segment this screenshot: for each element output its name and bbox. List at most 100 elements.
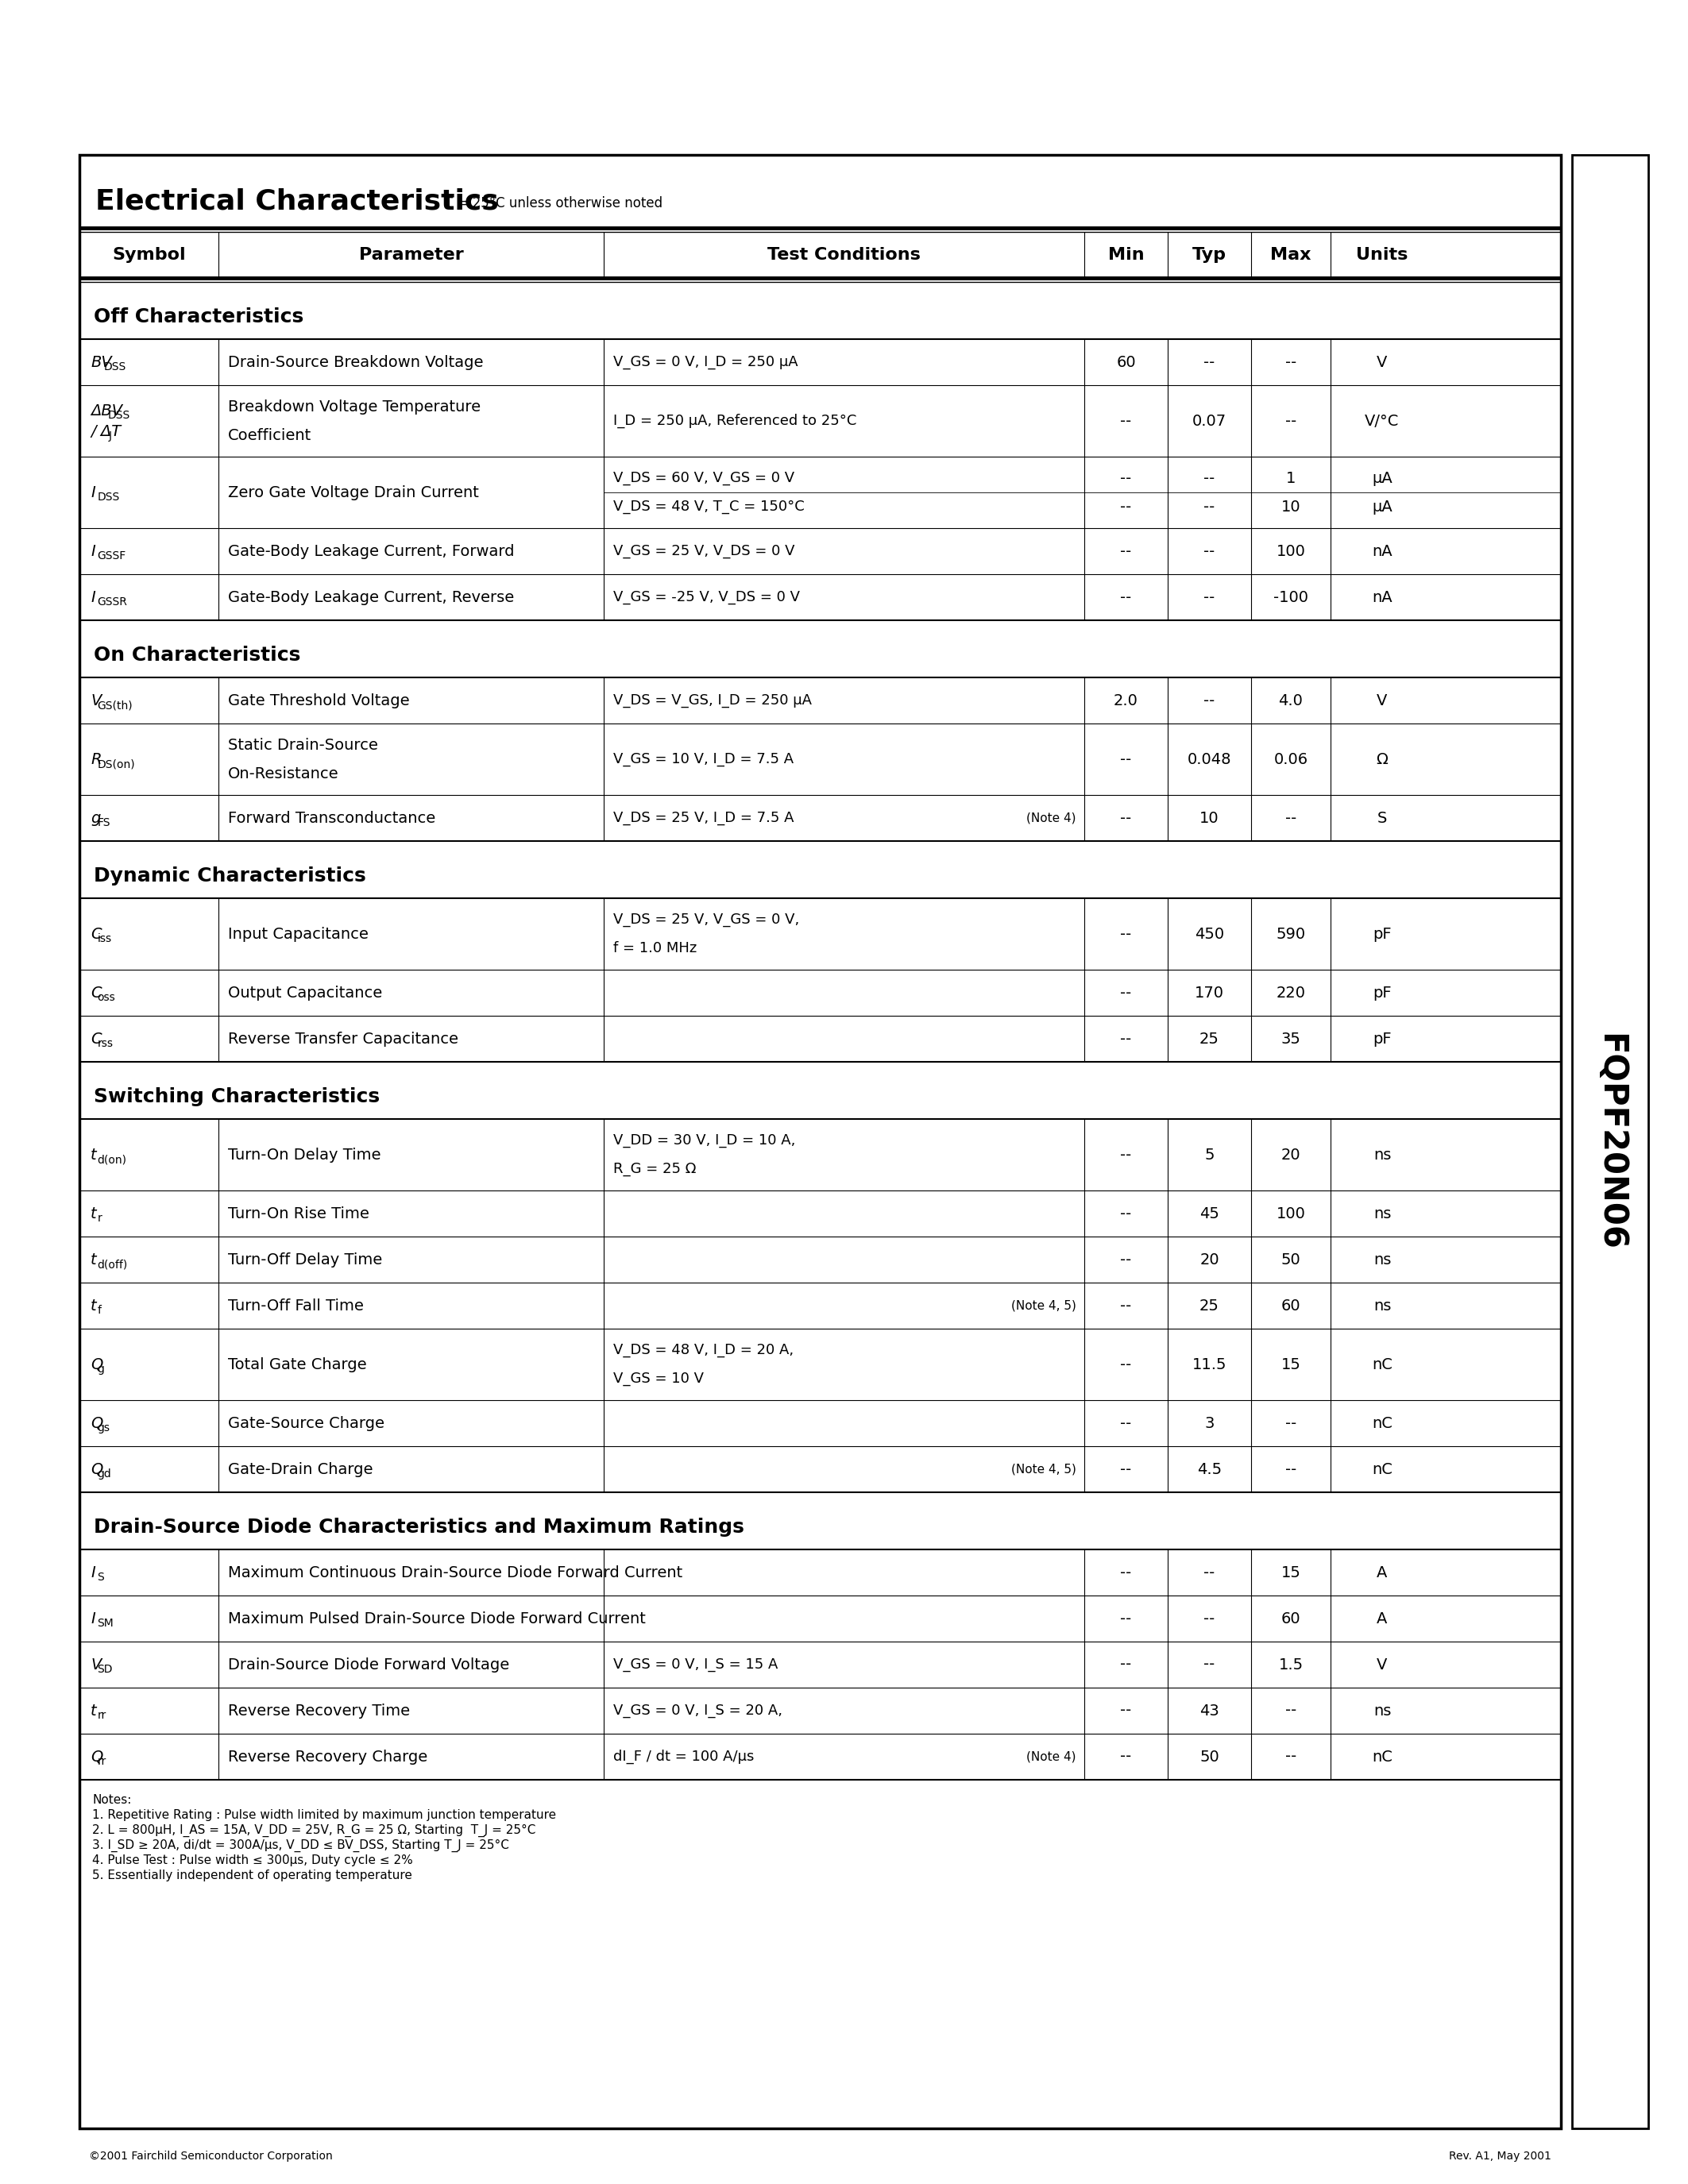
- Text: --: --: [1121, 1415, 1131, 1431]
- Text: C: C: [91, 1031, 101, 1046]
- Text: ©2001 Fairchild Semiconductor Corporation: ©2001 Fairchild Semiconductor Corporatio…: [89, 2151, 333, 2162]
- Text: A: A: [1377, 1566, 1388, 1579]
- Text: --: --: [1121, 1704, 1131, 1719]
- Text: Electrical Characteristics: Electrical Characteristics: [95, 188, 498, 214]
- Text: Max: Max: [1271, 247, 1312, 262]
- Text: / ΔT: / ΔT: [91, 424, 122, 439]
- Text: --: --: [1121, 590, 1131, 605]
- Text: V_GS = 25 V, V_DS = 0 V: V_GS = 25 V, V_DS = 0 V: [613, 544, 795, 559]
- Text: Reverse Recovery Charge: Reverse Recovery Charge: [228, 1749, 427, 1765]
- Text: 3: 3: [1205, 1415, 1214, 1431]
- Text: Switching Characteristics: Switching Characteristics: [95, 1088, 380, 1107]
- Text: 45: 45: [1200, 1206, 1219, 1221]
- Text: --: --: [1285, 354, 1296, 369]
- Text: --: --: [1121, 985, 1131, 1000]
- Text: --: --: [1121, 413, 1131, 428]
- Text: V: V: [91, 692, 101, 708]
- Text: C: C: [91, 985, 101, 1000]
- Text: Q: Q: [91, 1415, 103, 1431]
- Text: nC: nC: [1372, 1461, 1393, 1476]
- Text: 5. Essentially independent of operating temperature: 5. Essentially independent of operating …: [93, 1870, 412, 1880]
- Text: Q: Q: [91, 1749, 103, 1765]
- Text: I: I: [91, 544, 95, 559]
- Text: Gate-Body Leakage Current, Reverse: Gate-Body Leakage Current, Reverse: [228, 590, 515, 605]
- Text: Q: Q: [91, 1461, 103, 1476]
- Text: 50: 50: [1281, 1251, 1301, 1267]
- Text: --: --: [1121, 1031, 1131, 1046]
- Text: Parameter: Parameter: [360, 247, 464, 262]
- Text: d(on): d(on): [98, 1153, 127, 1166]
- Text: Symbol: Symbol: [111, 247, 186, 262]
- Text: nA: nA: [1372, 544, 1393, 559]
- Text: 20: 20: [1281, 1147, 1301, 1162]
- Text: 1.5: 1.5: [1278, 1658, 1303, 1673]
- Text: Turn-On Delay Time: Turn-On Delay Time: [228, 1147, 381, 1162]
- Text: 220: 220: [1276, 985, 1305, 1000]
- Text: 10: 10: [1281, 500, 1301, 513]
- Text: ns: ns: [1374, 1206, 1391, 1221]
- Text: Reverse Transfer Capacitance: Reverse Transfer Capacitance: [228, 1031, 459, 1046]
- Text: dI_F / dt = 100 A/μs: dI_F / dt = 100 A/μs: [613, 1749, 755, 1765]
- Text: V_DS = 25 V, V_GS = 0 V,: V_DS = 25 V, V_GS = 0 V,: [613, 913, 800, 926]
- Text: Gate-Drain Charge: Gate-Drain Charge: [228, 1461, 373, 1476]
- Text: oss: oss: [98, 992, 115, 1002]
- Text: V_DS = 60 V, V_GS = 0 V: V_DS = 60 V, V_GS = 0 V: [613, 472, 795, 485]
- FancyBboxPatch shape: [79, 155, 1561, 2129]
- Text: Turn-On Rise Time: Turn-On Rise Time: [228, 1206, 370, 1221]
- Text: --: --: [1121, 470, 1131, 485]
- Text: 25: 25: [1200, 1297, 1219, 1313]
- Text: Drain-Source Diode Forward Voltage: Drain-Source Diode Forward Voltage: [228, 1658, 510, 1673]
- Text: I: I: [91, 1612, 95, 1627]
- Text: On-Resistance: On-Resistance: [228, 767, 339, 782]
- Text: 4. Pulse Test : Pulse width ≤ 300μs, Duty cycle ≤ 2%: 4. Pulse Test : Pulse width ≤ 300μs, Dut…: [93, 1854, 414, 1867]
- Text: Q: Q: [91, 1356, 103, 1372]
- Text: --: --: [1121, 544, 1131, 559]
- Text: BV: BV: [91, 354, 111, 369]
- Text: iss: iss: [98, 933, 111, 943]
- Text: Gate-Source Charge: Gate-Source Charge: [228, 1415, 385, 1431]
- Text: 20: 20: [1200, 1251, 1219, 1267]
- Text: Turn-Off Delay Time: Turn-Off Delay Time: [228, 1251, 381, 1267]
- Text: g: g: [91, 810, 100, 826]
- Text: --: --: [1121, 926, 1131, 941]
- Text: 10: 10: [1200, 810, 1219, 826]
- Text: 50: 50: [1200, 1749, 1219, 1765]
- Text: t: t: [91, 1704, 96, 1719]
- Text: V_DS = 25 V, I_D = 7.5 A: V_DS = 25 V, I_D = 7.5 A: [613, 810, 793, 826]
- Text: V_DS = V_GS, I_D = 250 μA: V_DS = V_GS, I_D = 250 μA: [613, 692, 812, 708]
- Text: --: --: [1204, 354, 1215, 369]
- Text: GSSR: GSSR: [98, 596, 127, 607]
- Text: d(off): d(off): [98, 1258, 128, 1271]
- Text: (Note 4, 5): (Note 4, 5): [1011, 1463, 1077, 1474]
- Text: --: --: [1204, 544, 1215, 559]
- Text: V: V: [1377, 354, 1388, 369]
- Text: V_DS = 48 V, T_C = 150°C: V_DS = 48 V, T_C = 150°C: [613, 500, 805, 513]
- Text: DS(on): DS(on): [98, 758, 135, 769]
- Text: t: t: [91, 1147, 96, 1162]
- Text: S: S: [1377, 810, 1388, 826]
- Text: rss: rss: [98, 1037, 113, 1048]
- Text: --: --: [1204, 1658, 1215, 1673]
- Text: 590: 590: [1276, 926, 1305, 941]
- Text: V: V: [1377, 1658, 1388, 1673]
- Text: pF: pF: [1372, 985, 1391, 1000]
- Text: Maximum Continuous Drain-Source Diode Forward Current: Maximum Continuous Drain-Source Diode Fo…: [228, 1566, 682, 1579]
- Text: 4.5: 4.5: [1197, 1461, 1222, 1476]
- Text: f: f: [98, 1306, 101, 1317]
- Text: 2.0: 2.0: [1114, 692, 1138, 708]
- Text: --: --: [1121, 1749, 1131, 1765]
- Text: 100: 100: [1276, 1206, 1305, 1221]
- Text: Drain-Source Breakdown Voltage: Drain-Source Breakdown Voltage: [228, 354, 483, 369]
- Text: r: r: [98, 1212, 101, 1223]
- Text: nC: nC: [1372, 1749, 1393, 1765]
- Text: S: S: [98, 1572, 105, 1583]
- Text: --: --: [1121, 1251, 1131, 1267]
- Text: ns: ns: [1374, 1147, 1391, 1162]
- Text: R: R: [91, 751, 101, 767]
- Text: --: --: [1285, 810, 1296, 826]
- Text: --: --: [1121, 1566, 1131, 1579]
- Text: ns: ns: [1374, 1251, 1391, 1267]
- Text: 1. Repetitive Rating : Pulse width limited by maximum junction temperature: 1. Repetitive Rating : Pulse width limit…: [93, 1808, 555, 1821]
- Text: ns: ns: [1374, 1297, 1391, 1313]
- Text: Min: Min: [1107, 247, 1144, 262]
